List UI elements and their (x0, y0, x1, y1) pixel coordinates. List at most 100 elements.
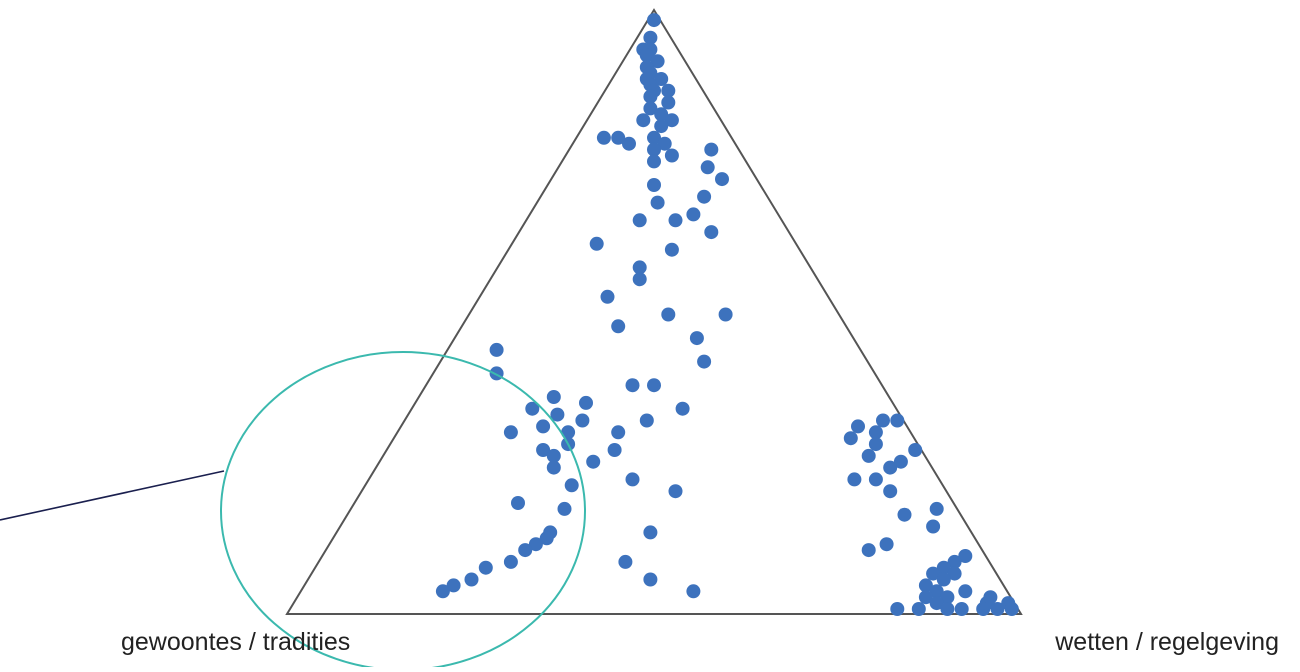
data-point (528, 537, 543, 552)
data-point (654, 107, 669, 122)
data-point (983, 590, 998, 605)
data-point (464, 572, 479, 587)
data-point (546, 448, 561, 463)
data-point (876, 413, 890, 428)
data-point (675, 401, 690, 416)
data-point (575, 413, 590, 428)
data-point (918, 590, 933, 605)
data-point (546, 460, 561, 475)
data-point (890, 413, 905, 428)
data-point (564, 478, 579, 493)
data-point (929, 596, 944, 611)
data-point (990, 602, 1005, 616)
data-point (611, 319, 626, 334)
data-point (618, 554, 633, 569)
data-point (478, 560, 493, 575)
data-point (926, 519, 941, 534)
data-point (536, 443, 551, 457)
data-point (689, 331, 704, 346)
data-point (958, 549, 973, 563)
data-point (686, 207, 701, 222)
data-point (704, 225, 719, 240)
data-point (879, 537, 894, 552)
data-point (1004, 602, 1019, 616)
data-point (664, 148, 679, 163)
data-points (435, 13, 1019, 616)
data-point (657, 136, 672, 151)
data-point (518, 543, 533, 558)
data-point (546, 390, 561, 404)
data-point (940, 602, 955, 616)
data-point (643, 525, 658, 540)
data-point (643, 30, 658, 45)
data-point (539, 531, 554, 546)
data-point (954, 602, 969, 616)
data-point (893, 454, 908, 469)
data-point (647, 378, 661, 393)
data-point (668, 484, 683, 499)
data-point (503, 554, 518, 569)
data-point (958, 584, 973, 599)
data-point (596, 130, 611, 145)
data-point (643, 101, 658, 116)
data-point (650, 195, 665, 210)
data-point (661, 307, 676, 322)
data-point (664, 242, 679, 257)
vertex-label-right: wetten / regelgeving (1055, 628, 1279, 656)
data-point (929, 501, 944, 516)
data-point (536, 419, 551, 434)
data-point (647, 130, 661, 145)
data-point (654, 72, 669, 86)
data-point (940, 590, 955, 605)
data-point (643, 572, 658, 587)
data-point (632, 260, 647, 275)
data-point (647, 13, 661, 28)
data-point (947, 566, 962, 581)
data-point (883, 460, 898, 475)
data-point (851, 419, 865, 434)
data-point (607, 443, 622, 457)
data-point (697, 354, 712, 369)
data-point (589, 236, 604, 251)
data-point (718, 307, 733, 322)
data-point (557, 501, 572, 516)
data-point (936, 572, 951, 587)
data-point (897, 507, 912, 522)
data-point (868, 437, 883, 452)
data-point (647, 142, 661, 157)
data-point (625, 472, 640, 487)
data-point (843, 431, 858, 446)
data-point (890, 602, 905, 616)
data-point (697, 189, 712, 204)
data-point (868, 472, 883, 487)
data-point (686, 584, 701, 599)
data-point (668, 213, 683, 228)
data-point (936, 560, 951, 575)
data-point (600, 289, 615, 304)
data-point (926, 566, 941, 581)
data-point (632, 213, 647, 228)
data-point (861, 448, 876, 463)
data-point (579, 395, 593, 410)
data-point (625, 378, 640, 393)
ternary-triangle (285, 8, 1023, 615)
data-point (622, 136, 636, 151)
data-point (650, 54, 665, 69)
data-point (636, 113, 651, 128)
data-point (664, 113, 679, 128)
data-point (861, 543, 876, 558)
data-point (929, 584, 944, 599)
data-point (639, 413, 654, 428)
data-point (911, 602, 926, 616)
data-point (639, 48, 654, 63)
data-point (611, 425, 626, 440)
data-point (586, 454, 601, 469)
data-point (632, 272, 647, 287)
highlight-ellipse (220, 351, 586, 671)
pointer-line (0, 470, 225, 521)
data-point (715, 172, 729, 187)
data-point (661, 83, 676, 98)
data-point (661, 95, 676, 110)
vertex-label-left: gewoontes / tradities (121, 628, 351, 656)
